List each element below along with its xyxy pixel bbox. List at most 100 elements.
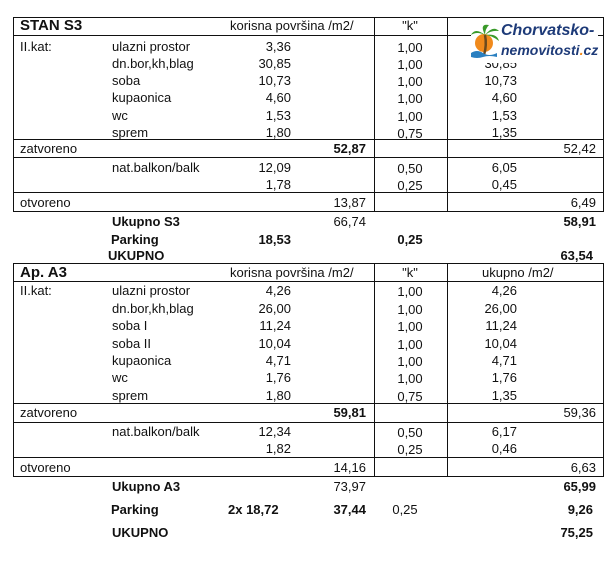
closed-label: zatvoreno [20, 405, 78, 420]
room-name: kupaonica [112, 90, 172, 105]
grand-label: UKUPNO [108, 248, 165, 263]
open-room-total: 6,05 [491, 160, 517, 175]
parking-total: 9,26 [567, 502, 593, 517]
header-area: korisna površina /m2/ [230, 18, 354, 33]
room-name: sprem [112, 125, 149, 140]
room-k: 1,00 [397, 284, 423, 299]
room-k: 1,00 [397, 109, 423, 124]
table-rule [13, 281, 604, 282]
room-total: 1,53 [491, 108, 517, 123]
open-room-k: 0,25 [397, 178, 423, 193]
room-k: 1,00 [397, 354, 423, 369]
table-column-rule [447, 17, 448, 211]
sum-label: Ukupno A3 [112, 479, 181, 494]
table-rule [13, 476, 604, 477]
section-title: Ap. A3 [20, 264, 67, 281]
room-area: 10,73 [258, 73, 291, 88]
table-column-rule [603, 263, 604, 476]
room-area: 1,53 [265, 108, 291, 123]
closed-label: zatvoreno [20, 141, 78, 156]
logo-tld: cz [583, 42, 599, 58]
header-area: korisna površina /m2/ [230, 265, 354, 280]
parking-area: 18,53 [258, 232, 291, 247]
sum-total: 58,91 [563, 214, 596, 229]
table-column-rule [374, 17, 375, 211]
room-k: 0,75 [397, 389, 423, 404]
closed-area: 59,81 [333, 405, 366, 420]
logo-line2: nemovitosti.cz [501, 42, 598, 58]
section-title: STAN S3 [20, 17, 83, 34]
room-total: 1,76 [491, 370, 517, 385]
parking-label: Parking [111, 232, 159, 247]
open-room-total: 0,45 [491, 177, 517, 192]
room-area: 1,80 [265, 125, 291, 140]
table-column-rule [603, 17, 604, 211]
room-name: kupaonica [112, 353, 172, 368]
room-k: 1,00 [397, 319, 423, 334]
open-total: 6,63 [570, 460, 596, 475]
open-area: 13,87 [333, 195, 366, 210]
table-rule [13, 422, 604, 423]
room-total: 4,60 [491, 90, 517, 105]
room-k: 1,00 [397, 302, 423, 317]
room-total: 4,71 [491, 353, 517, 368]
room-area: 4,26 [265, 283, 291, 298]
floor-label: II.kat: [20, 39, 52, 54]
table-rule [13, 211, 604, 212]
table-column-rule [374, 263, 375, 476]
open-room-k: 0,25 [397, 442, 423, 457]
sum-area: 73,97 [333, 479, 366, 494]
room-area: 26,00 [258, 301, 291, 316]
open-room-name: nat.balkon/balk [112, 160, 200, 175]
room-total: 26,00 [484, 301, 517, 316]
table-rule [13, 457, 604, 458]
room-name: soba I [112, 318, 148, 333]
open-room-area: 1,78 [265, 177, 291, 192]
table-column-rule [13, 263, 14, 476]
room-total: 11,24 [485, 318, 517, 333]
room-area: 10,04 [258, 336, 291, 351]
room-area: 3,36 [265, 39, 291, 54]
room-name: ulazni prostor [112, 283, 191, 298]
room-k: 1,00 [397, 91, 423, 106]
palm-island-icon [471, 24, 499, 58]
header-k: "k" [402, 265, 418, 280]
room-name: wc [112, 108, 128, 123]
room-total: 4,26 [491, 283, 517, 298]
open-room-total: 0,46 [491, 441, 517, 456]
room-k: 1,00 [397, 371, 423, 386]
logo: Chorvatsko- nemovitosti.cz [471, 21, 598, 63]
table-rule [13, 139, 604, 140]
grand-total: 63,54 [560, 248, 593, 263]
room-k: 1,00 [397, 74, 423, 89]
room-area: 4,60 [265, 90, 291, 105]
parking-k: 0,25 [392, 502, 418, 517]
sum-area: 66,74 [333, 214, 366, 229]
room-name: ulazni prostor [112, 39, 191, 54]
room-name: dn.bor,kh,blag [112, 56, 194, 71]
logo-domain: nemovitosti [501, 42, 580, 58]
header-total: ukupno /m2/ [482, 265, 554, 280]
room-name: sprem [112, 388, 149, 403]
open-room-k: 0,50 [397, 425, 423, 440]
table-rule [13, 157, 604, 158]
open-room-name: nat.balkon/balk [112, 424, 200, 439]
open-room-k: 0,50 [397, 161, 423, 176]
open-room-total: 6,17 [491, 424, 517, 439]
sum-total: 65,99 [563, 479, 596, 494]
floor-label: II.kat: [20, 283, 52, 298]
open-label: otvoreno [20, 195, 71, 210]
parking-label: Parking [111, 502, 159, 517]
room-area: 1,80 [265, 388, 291, 403]
room-area: 1,76 [265, 370, 291, 385]
room-total: 10,73 [484, 73, 517, 88]
header-k: "k" [402, 18, 418, 33]
open-total: 6,49 [570, 195, 596, 210]
open-area: 14,16 [333, 460, 366, 475]
open-room-area: 12,34 [258, 424, 291, 439]
parking-k: 0,25 [397, 232, 423, 247]
room-area: 11,24 [259, 318, 291, 333]
closed-total: 59,36 [563, 405, 596, 420]
room-name: wc [112, 370, 128, 385]
open-room-area: 12,09 [258, 160, 291, 175]
